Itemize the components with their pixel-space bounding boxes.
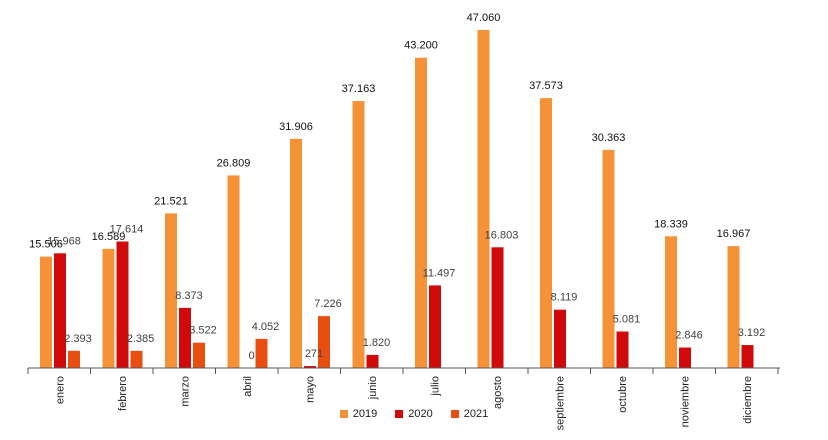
bar-2021-mayo bbox=[318, 316, 330, 368]
data-label: 2.393 bbox=[64, 333, 92, 345]
data-label: 4.052 bbox=[252, 321, 280, 333]
bar-2020-junio bbox=[366, 354, 379, 368]
bar-2019-diciembre bbox=[727, 246, 740, 368]
legend-label: 2020 bbox=[408, 408, 433, 420]
category-label: abril bbox=[242, 376, 254, 397]
data-label: 37.163 bbox=[342, 83, 376, 95]
data-label: 8.373 bbox=[175, 290, 203, 302]
data-label: 17.614 bbox=[110, 223, 144, 235]
data-label: 21.521 bbox=[154, 195, 188, 207]
legend-item-2021: 2021 bbox=[450, 408, 489, 420]
bar-2020-julio bbox=[429, 285, 441, 368]
bar-2020-septiembre bbox=[554, 309, 566, 368]
bar-2019-agosto bbox=[477, 30, 490, 368]
legend-item-2020: 2020 bbox=[395, 408, 433, 420]
bar-2019-abril bbox=[227, 175, 240, 368]
legend-swatch bbox=[395, 410, 404, 418]
bar-2019-septiembre bbox=[540, 98, 552, 368]
bar-2019-febrero bbox=[102, 248, 115, 368]
data-label: 26.809 bbox=[217, 157, 251, 169]
bar-2020-marzo bbox=[179, 307, 191, 368]
bar-2021-marzo bbox=[193, 342, 205, 368]
data-label: 8.119 bbox=[551, 292, 578, 304]
data-label: 5.081 bbox=[613, 314, 641, 326]
data-label: 15.968 bbox=[47, 235, 81, 247]
category-label: agosto bbox=[492, 376, 504, 409]
data-label: 16.589 bbox=[92, 231, 126, 243]
data-label: 31.906 bbox=[279, 121, 313, 133]
bar-2020-diciembre bbox=[741, 345, 754, 368]
bar-2019-marzo bbox=[165, 213, 177, 368]
category-label: septiembre bbox=[554, 376, 566, 430]
legend: 2019 2020 2021 bbox=[0, 408, 828, 420]
data-label: 30.363 bbox=[592, 132, 626, 144]
category-label: febrero bbox=[117, 376, 129, 411]
bar-2019-noviembre bbox=[665, 236, 677, 368]
category-label: octubre bbox=[617, 376, 629, 413]
bar-2021-enero bbox=[68, 350, 80, 368]
category-label: mayo bbox=[304, 376, 316, 403]
category-label: enero bbox=[54, 376, 66, 404]
data-label: 271 bbox=[305, 348, 323, 360]
data-label: 11.497 bbox=[423, 267, 456, 279]
category-label: julio bbox=[429, 376, 441, 397]
legend-swatch bbox=[450, 410, 459, 418]
legend-swatch bbox=[339, 410, 348, 418]
bar-2020-febrero bbox=[116, 241, 129, 368]
category-label: marzo bbox=[179, 376, 191, 407]
bar-2019-julio bbox=[415, 57, 427, 369]
data-label: 47.060 bbox=[467, 12, 501, 24]
data-label: 7.226 bbox=[314, 298, 342, 310]
data-label: 15.506 bbox=[29, 239, 63, 251]
bars-layer bbox=[40, 30, 754, 369]
bar-2020-agosto bbox=[491, 247, 504, 368]
category-label: diciembre bbox=[742, 376, 754, 424]
bar-2020-mayo bbox=[304, 366, 316, 368]
category-label: junio bbox=[367, 376, 379, 400]
bar-2019-mayo bbox=[290, 138, 302, 368]
bar-2021-febrero bbox=[130, 350, 143, 368]
value-labels-layer: 15.506 16.589 21.521 26.809 31.906 37.163 43.2… bbox=[29, 12, 765, 362]
bar-2019-enero bbox=[40, 256, 52, 368]
data-label: 3.522 bbox=[189, 325, 217, 337]
data-label: 16.967 bbox=[717, 228, 751, 240]
bar-2020-octubre bbox=[616, 331, 629, 368]
category-label: noviembre bbox=[679, 376, 691, 427]
bar-2020-enero bbox=[54, 253, 66, 368]
data-label: 43.200 bbox=[404, 40, 438, 52]
data-label: 16.803 bbox=[485, 229, 519, 241]
category-labels: enero febrero marzo abril mayo junio julio agos… bbox=[54, 376, 754, 430]
legend-label: 2021 bbox=[463, 408, 489, 420]
legend-label: 2019 bbox=[352, 408, 378, 420]
data-label: 37.573 bbox=[529, 80, 563, 92]
bar-2021-abril bbox=[255, 338, 268, 368]
x-axis-ticks bbox=[27, 368, 779, 374]
data-label: 0 bbox=[248, 350, 254, 362]
data-label: 3.192 bbox=[738, 327, 766, 339]
data-label: 1.820 bbox=[363, 337, 391, 349]
bar-2019-junio bbox=[352, 101, 365, 368]
bar-2020-noviembre bbox=[679, 347, 691, 368]
data-label: 18.339 bbox=[654, 218, 688, 230]
bar-2019-octubre bbox=[602, 149, 615, 368]
data-label: 2.846 bbox=[675, 330, 703, 342]
data-label: 2.385 bbox=[127, 333, 155, 345]
legend-item-2019: 2019 bbox=[339, 408, 378, 420]
